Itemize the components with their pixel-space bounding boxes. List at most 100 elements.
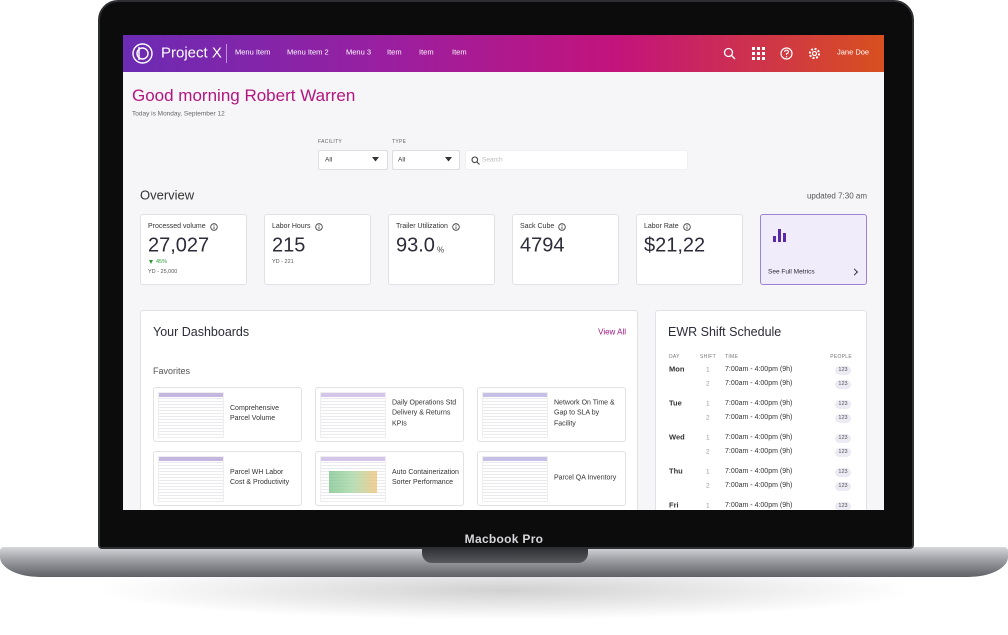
dashboard-tile[interactable]: Daily Operations Std Delivery & Returns … xyxy=(315,387,464,442)
shift-time: 7:00am - 4:00pm (9h) xyxy=(725,399,793,407)
shift-time: 7:00am - 4:00pm (9h) xyxy=(725,447,793,455)
dashboard-tile[interactable]: Comprehensive Parcel Volume xyxy=(153,387,302,442)
shift-time: 7:00am - 4:00pm (9h) xyxy=(725,379,793,387)
help-icon[interactable] xyxy=(780,47,793,60)
thumbnail xyxy=(482,456,548,502)
menu-item[interactable]: Menu Item 2 xyxy=(287,47,329,57)
filter-label: FACILITY xyxy=(318,139,343,146)
thumbnail-chart xyxy=(329,471,377,493)
dropdown-arrow xyxy=(372,157,379,162)
shift-time: 7:00am - 4:00pm (9h) xyxy=(725,501,793,509)
info-icon[interactable] xyxy=(558,223,566,231)
greeting-date: Today is Monday, September 12 xyxy=(132,110,225,118)
filter-label: TYPE xyxy=(392,139,407,146)
schedule-panel xyxy=(655,310,867,510)
shift-number: 2 xyxy=(706,380,710,388)
user-name[interactable]: Jane Doe xyxy=(837,47,870,57)
info-icon[interactable] xyxy=(314,223,323,231)
menu-item[interactable]: Item xyxy=(387,47,402,57)
metric-sub: YD - 25,000 xyxy=(148,268,178,275)
shift-number: 1 xyxy=(706,400,710,408)
logo xyxy=(132,43,153,64)
thumbnail xyxy=(158,456,224,502)
full-metrics-card[interactable] xyxy=(760,214,867,285)
settings-icon[interactable] xyxy=(808,47,821,60)
column-header: TIME xyxy=(725,354,739,361)
thumbnail-header xyxy=(483,457,547,461)
view-all-link[interactable]: View All xyxy=(598,327,626,337)
search-box[interactable] xyxy=(465,150,688,170)
people-count: 123 xyxy=(835,467,851,477)
metric-card[interactable] xyxy=(264,214,371,285)
shift-number: 2 xyxy=(706,482,710,490)
menu-item[interactable]: Menu Item xyxy=(235,47,271,57)
thumbnail-header xyxy=(483,393,547,397)
metric-label: Labor Hours xyxy=(272,222,311,230)
shift-time: 7:00am - 4:00pm (9h) xyxy=(725,467,793,475)
thumbnail xyxy=(158,392,224,438)
tile-name: Daily Operations Std Delivery & Returns … xyxy=(392,399,457,428)
select-value: All xyxy=(325,156,333,164)
thumbnail-header xyxy=(321,393,385,397)
dashboard-tile[interactable]: Parcel WH Labor Cost & Productivity xyxy=(153,451,302,506)
apps-icon[interactable] xyxy=(752,47,765,60)
chart-icon-bar xyxy=(783,233,786,242)
full-metrics-link[interactable]: See Full Metrics xyxy=(768,268,815,276)
type-select[interactable] xyxy=(392,150,460,170)
metric-value: 93.0 xyxy=(396,234,435,257)
metric-unit: % xyxy=(436,245,445,255)
metric-value: 215 xyxy=(272,234,306,257)
day: Mon xyxy=(669,364,685,374)
day: Fri xyxy=(669,500,679,510)
shift-number: 1 xyxy=(706,502,710,510)
metric-label: Labor Rate xyxy=(644,222,679,230)
people-count: 123 xyxy=(835,501,851,510)
screen: Project X Menu Item Menu Item 2 Menu 3 Item I… xyxy=(123,35,884,510)
facility-select[interactable] xyxy=(318,150,388,170)
metric-value: 27,027 xyxy=(148,234,210,257)
day: Thu xyxy=(669,466,683,476)
metric-value: $21,22 xyxy=(644,234,706,257)
thumbnail-header xyxy=(159,457,223,461)
tile-name: Network On Time & Gap to SLA by Facility xyxy=(554,399,615,428)
greeting-title: Good morning Robert Warren xyxy=(132,86,356,106)
menu-item[interactable]: Menu 3 xyxy=(346,47,372,57)
thumbnail-header xyxy=(159,393,223,397)
tile-name: Parcel QA Inventory xyxy=(554,474,617,482)
info-icon[interactable] xyxy=(452,223,460,231)
metric-card[interactable] xyxy=(140,214,247,285)
thumbnail xyxy=(320,392,386,438)
tile-name: Auto Containerization Sorter Performance xyxy=(392,468,459,487)
tile-name: Parcel WH Labor Cost & Productivity xyxy=(230,468,290,487)
menu-item[interactable]: Item xyxy=(419,47,434,57)
day: Tue xyxy=(669,398,682,408)
updated-time: updated 7:30 am xyxy=(806,191,867,201)
menu-item[interactable]: Item xyxy=(452,47,467,57)
shift-number: 1 xyxy=(706,434,710,442)
info-icon[interactable] xyxy=(682,223,691,231)
thumbnail xyxy=(320,456,386,502)
dashboard-tile[interactable]: Network On Time & Gap to SLA by Facility xyxy=(477,387,626,442)
search-icon[interactable] xyxy=(723,47,736,60)
shift-time: 7:00am - 4:00pm (9h) xyxy=(725,481,793,489)
panel-title: EWR Shift Schedule xyxy=(668,324,782,339)
day: Wed xyxy=(669,432,685,442)
shift-time: 7:00am - 4:00pm (9h) xyxy=(725,365,793,373)
people-count: 123 xyxy=(835,365,851,375)
dashboard-tile[interactable]: Parcel QA Inventory xyxy=(477,451,626,506)
shift-time: 7:00am - 4:00pm (9h) xyxy=(725,413,793,421)
subsection-title: Favorites xyxy=(153,365,191,376)
section-title: Overview xyxy=(140,187,195,203)
shift-number: 1 xyxy=(706,468,710,476)
info-icon[interactable] xyxy=(209,223,218,231)
metric-card[interactable] xyxy=(388,214,495,285)
panel-title: Your Dashboards xyxy=(153,324,250,339)
chart-icon-bar xyxy=(778,229,781,242)
dashboard-tile[interactable]: Auto Containerization Sorter Performance xyxy=(315,451,464,506)
people-count: 123 xyxy=(835,447,851,457)
search-placeholder: Search xyxy=(482,156,503,164)
brand[interactable]: Project X xyxy=(161,44,222,62)
device-label: Macbook Pro xyxy=(464,532,544,547)
select-value: All xyxy=(398,156,406,164)
dropdown-arrow xyxy=(445,157,452,162)
